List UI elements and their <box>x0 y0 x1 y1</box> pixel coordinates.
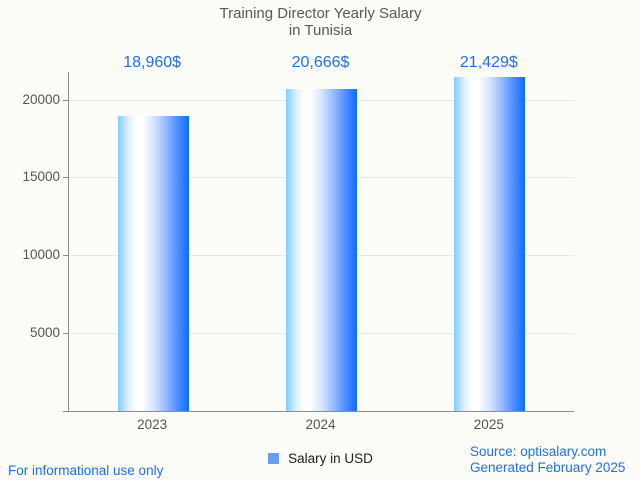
y-axis-label-10000: 10000 <box>22 247 60 263</box>
chart-title: Training Director Yearly Salary in Tunis… <box>0 5 641 39</box>
y-axis-label-15000: 15000 <box>22 169 60 185</box>
plot-area <box>63 72 574 412</box>
chart-title-line1: Training Director Yearly Salary <box>219 5 422 22</box>
x-axis-label-2025: 2025 <box>473 417 504 432</box>
y-axis-label-5000: 5000 <box>29 325 60 341</box>
bar-2025 <box>454 77 526 411</box>
y-axis-tick-15000 <box>63 177 69 179</box>
legend-label: Salary in USD <box>288 451 373 466</box>
y-axis-tick-5000 <box>63 333 69 335</box>
y-axis-tick-10000 <box>63 255 69 257</box>
value-label-2024: 20,666$ <box>291 54 350 71</box>
x-axis-label-2024: 2024 <box>305 417 336 432</box>
value-label-2025: 21,429$ <box>459 54 518 71</box>
footer-disclaimer: For informational use only <box>8 463 164 478</box>
bar-2023 <box>117 115 189 411</box>
footer-generated-line: Generated February 2025 <box>470 459 626 475</box>
chart-title-line2: in Tunisia <box>288 22 353 39</box>
y-axis-tick-20000 <box>63 99 69 101</box>
y-axis-label-20000: 20000 <box>22 91 60 107</box>
value-label-2023: 18,960$ <box>123 54 182 71</box>
bar-2024 <box>286 89 357 411</box>
legend: Salary in USD <box>0 451 641 466</box>
y-axis-tick-0 <box>63 411 69 412</box>
x-axis-label-2023: 2023 <box>137 417 168 432</box>
footer-source-line: Source: optisalary.com <box>470 444 607 459</box>
legend-marker-icon <box>268 453 280 464</box>
footer-source-block: Source: optisalary.com Generated Februar… <box>470 444 625 475</box>
